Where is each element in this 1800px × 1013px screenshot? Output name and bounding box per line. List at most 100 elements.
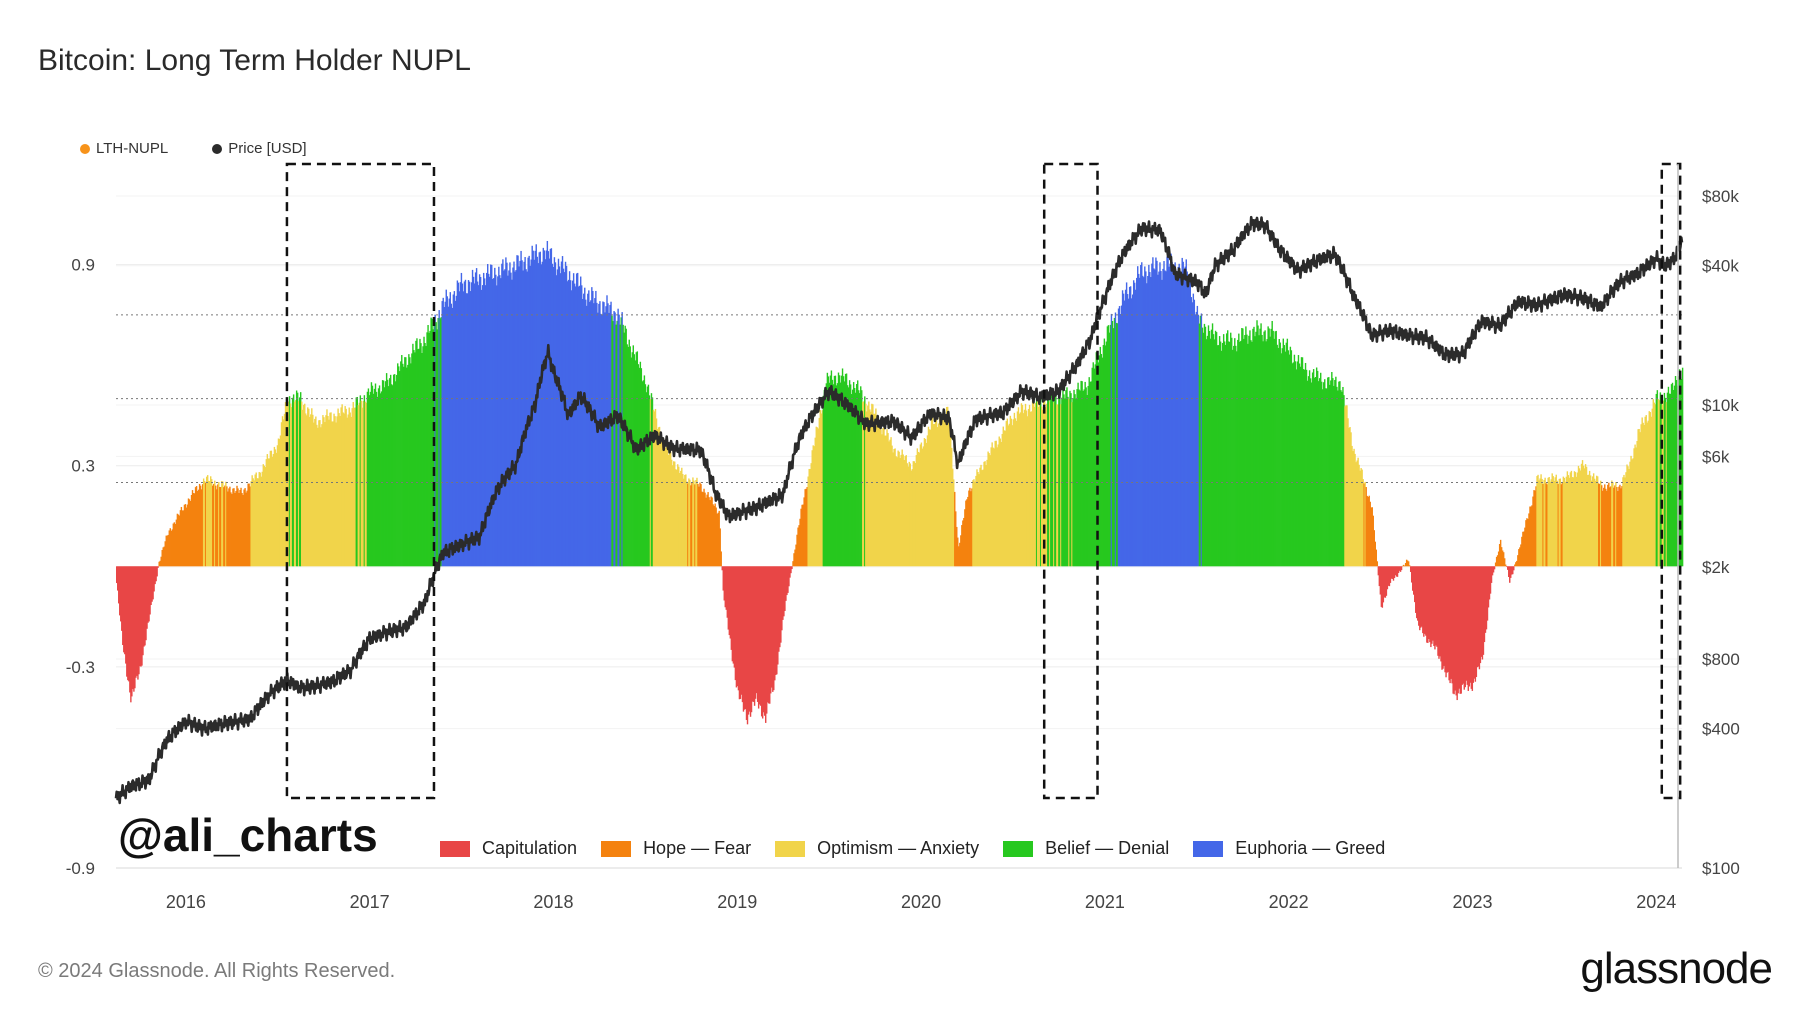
nupl-bar xyxy=(359,395,362,567)
nupl-bar xyxy=(796,534,798,567)
nupl-bar xyxy=(1616,487,1618,567)
nupl-bar xyxy=(266,454,269,567)
nupl-bar xyxy=(1634,444,1636,567)
nupl-bar xyxy=(1273,338,1275,567)
nupl-bar xyxy=(1552,476,1554,567)
nupl-bar xyxy=(577,286,580,567)
nupl-bar xyxy=(1372,515,1374,567)
nupl-bar xyxy=(1238,333,1240,567)
nupl-bar xyxy=(783,566,785,617)
nupl-bar xyxy=(230,492,232,567)
nupl-bar xyxy=(210,476,212,567)
nupl-bar xyxy=(1353,448,1355,567)
nupl-bar xyxy=(591,287,593,567)
nupl-bar xyxy=(1600,480,1602,567)
nupl-bar xyxy=(1004,430,1007,567)
nupl-bar xyxy=(145,566,147,641)
nupl-bar xyxy=(925,442,928,567)
nupl-bar xyxy=(1473,566,1476,679)
nupl-bar xyxy=(712,504,714,567)
nupl-bar xyxy=(205,476,208,567)
nupl-bar xyxy=(1092,362,1094,567)
nupl-bar xyxy=(917,451,920,567)
nupl-bar xyxy=(1171,262,1173,567)
nupl-bar xyxy=(789,566,791,578)
nupl-bar xyxy=(1370,507,1372,567)
nupl-bar xyxy=(810,463,812,567)
nupl-bar xyxy=(1284,351,1287,567)
nupl-bar xyxy=(508,270,510,567)
nupl-bar xyxy=(726,566,729,618)
nupl-bar xyxy=(1288,354,1291,567)
nupl-bar xyxy=(691,482,693,567)
nupl-bar xyxy=(1439,566,1441,657)
nupl-bar xyxy=(1289,346,1292,567)
nupl-bar xyxy=(1647,420,1649,567)
nupl-bar xyxy=(419,338,421,567)
nupl-bar xyxy=(1380,566,1383,607)
nupl-bar xyxy=(1615,482,1617,567)
nupl-bar xyxy=(1297,355,1300,567)
nupl-bar xyxy=(453,291,456,567)
nupl-bar xyxy=(1244,335,1246,567)
nupl-bar xyxy=(505,257,507,567)
nupl-bar xyxy=(774,566,776,681)
nupl-bar xyxy=(1465,566,1467,681)
legend-item-price[interactable]: Price [USD] xyxy=(212,140,307,157)
nupl-bar xyxy=(265,459,268,567)
nupl-bar xyxy=(831,379,834,567)
nupl-bar xyxy=(665,442,668,567)
nupl-bar xyxy=(147,566,149,623)
nupl-bar xyxy=(687,483,689,567)
nupl-bar xyxy=(513,261,515,567)
nupl-bar xyxy=(847,387,850,567)
nupl-bar xyxy=(294,400,297,567)
nupl-bar xyxy=(425,346,427,567)
nupl-bar xyxy=(252,478,254,567)
nupl-bar xyxy=(1589,475,1592,567)
nupl-bar xyxy=(501,263,503,567)
nupl-bar xyxy=(1593,478,1596,567)
nupl-bar xyxy=(459,282,462,567)
nupl-bar xyxy=(1652,399,1655,567)
nupl-bar xyxy=(614,312,616,567)
nupl-bar xyxy=(1467,566,1470,691)
nupl-bar xyxy=(1140,265,1142,567)
nupl-bar xyxy=(836,383,839,567)
nupl-bar xyxy=(786,566,788,596)
nupl-bar xyxy=(117,566,119,591)
nupl-bar xyxy=(324,422,326,567)
nupl-bar xyxy=(255,472,257,567)
nupl-bar xyxy=(292,394,295,567)
nupl-bar xyxy=(1535,486,1537,567)
nupl-bar xyxy=(1526,518,1528,567)
nupl-bar xyxy=(719,528,721,567)
nupl-bar xyxy=(487,264,489,567)
legend-item-lth-nupl[interactable]: LTH-NUPL xyxy=(80,140,168,157)
nupl-bar xyxy=(1417,566,1419,621)
nupl-bar xyxy=(269,450,272,567)
nupl-bar xyxy=(182,510,185,567)
nupl-bar xyxy=(1174,262,1176,567)
nupl-bar xyxy=(231,494,233,567)
nupl-bar xyxy=(287,401,290,567)
nupl-bar xyxy=(1537,474,1539,567)
nupl-bar xyxy=(658,426,661,567)
nupl-bar xyxy=(1008,423,1011,567)
nupl-bar xyxy=(427,325,429,567)
nupl-bar xyxy=(499,275,501,567)
nupl-bar xyxy=(483,278,486,567)
nupl-bar xyxy=(1054,395,1056,567)
nupl-bar xyxy=(643,375,646,567)
nupl-bar xyxy=(739,566,742,699)
nupl-bar xyxy=(392,374,395,567)
nupl-bar xyxy=(1441,566,1443,670)
nupl-bar xyxy=(1114,312,1117,567)
nupl-bar xyxy=(1315,367,1318,567)
nupl-bar xyxy=(823,389,826,567)
nupl-bar xyxy=(1551,473,1553,567)
nupl-bar xyxy=(1161,279,1163,567)
nupl-bar xyxy=(203,481,206,567)
nupl-bar xyxy=(1464,566,1466,688)
nupl-bar xyxy=(992,447,994,567)
